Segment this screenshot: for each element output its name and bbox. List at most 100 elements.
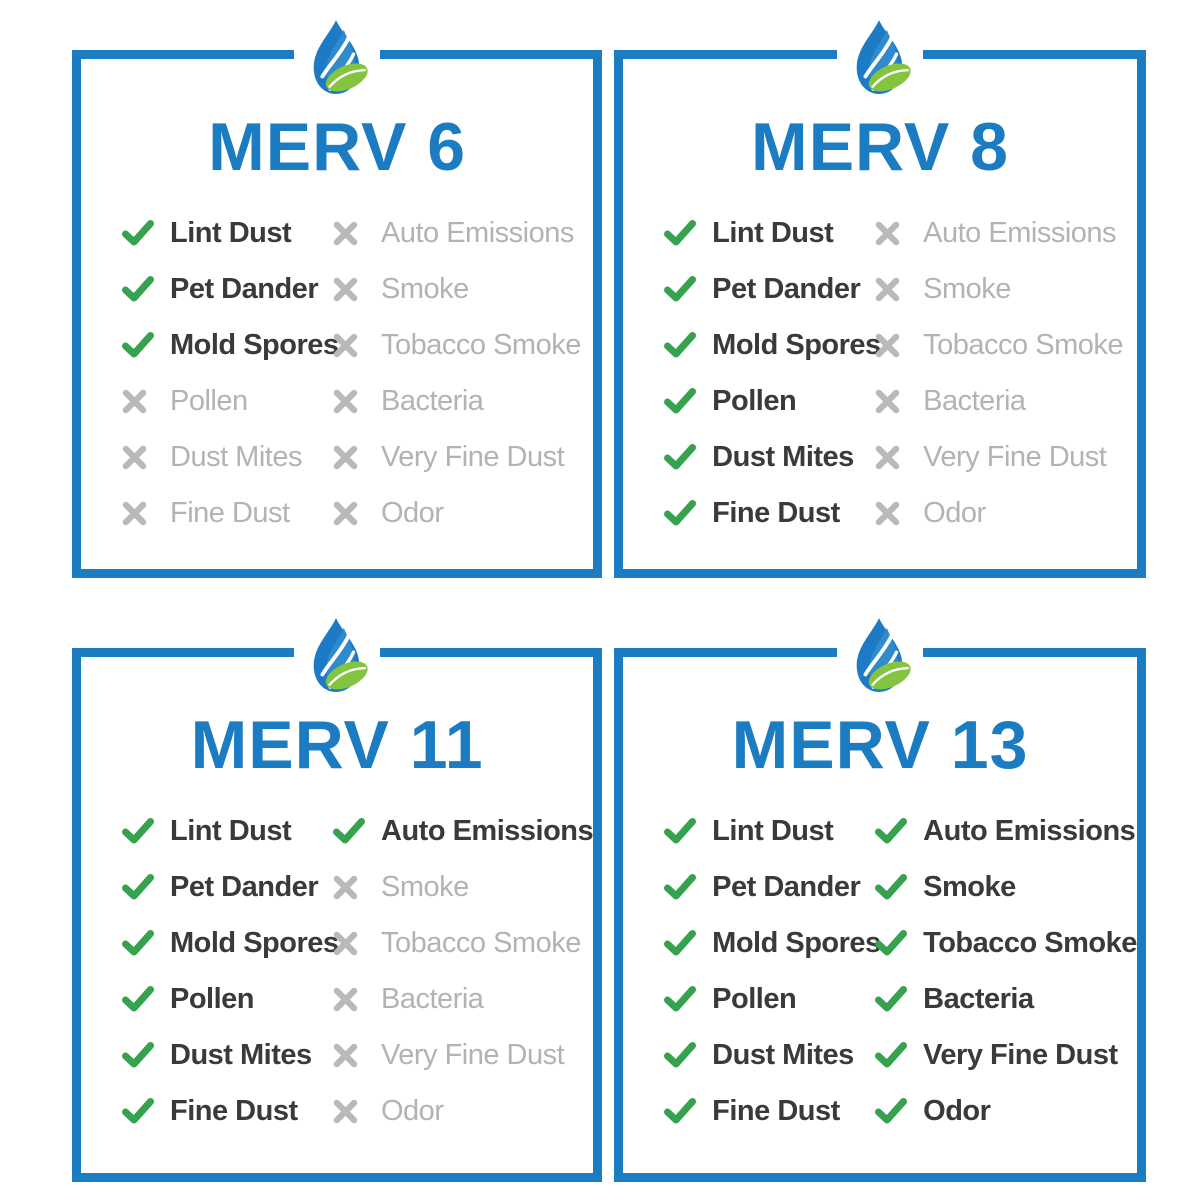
filter-item-label: Bacteria [923, 384, 1026, 417]
filter-item: Very Fine Dust [875, 1027, 1137, 1083]
filter-item-label: Smoke [381, 272, 469, 305]
filter-item: Odor [333, 485, 593, 541]
filter-item-label: Smoke [381, 870, 469, 903]
filter-item-label: Bacteria [923, 982, 1034, 1015]
check-icon [664, 1042, 698, 1068]
filter-item-label: Pet Dander [170, 870, 319, 903]
filter-item: Pollen [122, 971, 333, 1027]
filter-item: Mold Spores [664, 915, 881, 971]
filter-item-label: Tobacco Smoke [923, 926, 1137, 959]
filter-item-label: Dust Mites [170, 440, 302, 473]
right-column: Auto Emissions Smoke Tobacco Smoke Bacte… [875, 205, 1137, 541]
filter-item: Bacteria [875, 373, 1137, 429]
filter-item: Pollen [664, 373, 875, 429]
pollutant-list: Lint Dust Pet Dander Mold Spores Pollen … [664, 205, 1137, 541]
card-title: MERV 13 [731, 707, 1029, 783]
merv-6-card: MERV 6 Lint Dust Pet Dander Mold Spores … [72, 17, 603, 578]
check-icon [333, 818, 367, 844]
filter-item: Fine Dust [664, 485, 875, 541]
merv-11-card: MERV 11 Lint Dust Pet Dander Mold Spores… [72, 615, 603, 1182]
brand-logo [837, 615, 924, 699]
filter-item: Auto Emissions [333, 803, 594, 859]
filter-item-label: Odor [381, 496, 444, 529]
check-icon [664, 220, 698, 246]
filter-item-label: Very Fine Dust [381, 1038, 565, 1071]
filter-item: Bacteria [333, 971, 593, 1027]
x-icon [875, 389, 909, 414]
filter-item-label: Lint Dust [712, 216, 834, 249]
card-title: MERV 6 [208, 109, 467, 185]
filter-item-label: Fine Dust [170, 1094, 298, 1127]
filter-item-label: Odor [381, 1094, 444, 1127]
filter-item-label: Dust Mites [712, 440, 854, 473]
filter-item: Very Fine Dust [333, 429, 593, 485]
filter-item: Pet Dander [664, 261, 875, 317]
x-icon [333, 221, 367, 246]
filter-item-label: Smoke [923, 272, 1011, 305]
check-icon [664, 388, 698, 414]
left-column: Lint Dust Pet Dander Mold Spores Pollen … [664, 205, 881, 541]
filter-item: Odor [875, 1083, 1137, 1139]
filter-item-label: Auto Emissions [923, 216, 1117, 249]
check-icon [122, 276, 156, 302]
filter-item: Smoke [875, 859, 1137, 915]
pollutant-list: Lint Dust Pet Dander Mold Spores Pollen … [664, 803, 1137, 1139]
x-icon [333, 1043, 367, 1068]
filter-item-label: Fine Dust [170, 496, 290, 529]
filter-item: Pet Dander [122, 859, 333, 915]
filter-item: Bacteria [333, 373, 593, 429]
filter-item-label: Very Fine Dust [923, 1038, 1118, 1071]
pollutant-list: Lint Dust Pet Dander Mold Spores Pollen … [122, 205, 593, 541]
filter-item: Fine Dust [122, 485, 333, 541]
filter-item: Dust Mites [122, 1027, 333, 1083]
filter-item: Tobacco Smoke [333, 915, 593, 971]
filter-item-label: Dust Mites [712, 1038, 854, 1071]
filter-item: Tobacco Smoke [875, 317, 1137, 373]
filter-item: Bacteria [875, 971, 1137, 1027]
filter-item-label: Auto Emissions [923, 814, 1136, 847]
filter-item: Lint Dust [664, 803, 875, 859]
pollutant-list: Lint Dust Pet Dander Mold Spores Pollen … [122, 803, 594, 1139]
filter-item-label: Tobacco Smoke [923, 328, 1123, 361]
check-icon [664, 276, 698, 302]
filter-item: Pet Dander [122, 261, 333, 317]
x-icon [875, 277, 909, 302]
card-title: MERV 8 [751, 109, 1009, 185]
filter-item: Smoke [333, 261, 593, 317]
filter-item: Fine Dust [122, 1083, 333, 1139]
x-icon [333, 389, 367, 414]
filter-item-label: Mold Spores [712, 926, 881, 959]
filter-item: Dust Mites [664, 429, 875, 485]
filter-item-label: Fine Dust [712, 1094, 840, 1127]
filter-item: Very Fine Dust [333, 1027, 593, 1083]
check-icon [664, 930, 698, 956]
x-icon [333, 875, 367, 900]
x-icon [875, 333, 909, 358]
filter-item-label: Very Fine Dust [381, 440, 565, 473]
filter-item-label: Pet Dander [712, 272, 861, 305]
filter-item: Fine Dust [664, 1083, 875, 1139]
flame-leaf-logo-icon [304, 17, 370, 101]
filter-item: Dust Mites [664, 1027, 875, 1083]
filter-item: Mold Spores [122, 915, 339, 971]
filter-item-label: Tobacco Smoke [381, 926, 581, 959]
right-column: Auto Emissions Smoke Tobacco Smoke Bacte… [875, 803, 1137, 1139]
filter-item-label: Auto Emissions [381, 216, 574, 249]
x-icon [333, 987, 367, 1012]
check-icon [664, 818, 698, 844]
check-icon [664, 444, 698, 470]
filter-item-label: Tobacco Smoke [381, 328, 581, 361]
brand-logo [837, 17, 924, 101]
filter-item-label: Bacteria [381, 982, 484, 1015]
filter-item-label: Pollen [170, 384, 248, 417]
filter-item: Lint Dust [664, 205, 875, 261]
filter-item: Smoke [875, 261, 1137, 317]
filter-item: Pollen [664, 971, 875, 1027]
filter-item-label: Pollen [170, 982, 255, 1015]
check-icon [122, 874, 156, 900]
filter-item: Dust Mites [122, 429, 333, 485]
check-icon [875, 874, 909, 900]
filter-item-label: Fine Dust [712, 496, 840, 529]
filter-item-label: Lint Dust [170, 814, 292, 847]
